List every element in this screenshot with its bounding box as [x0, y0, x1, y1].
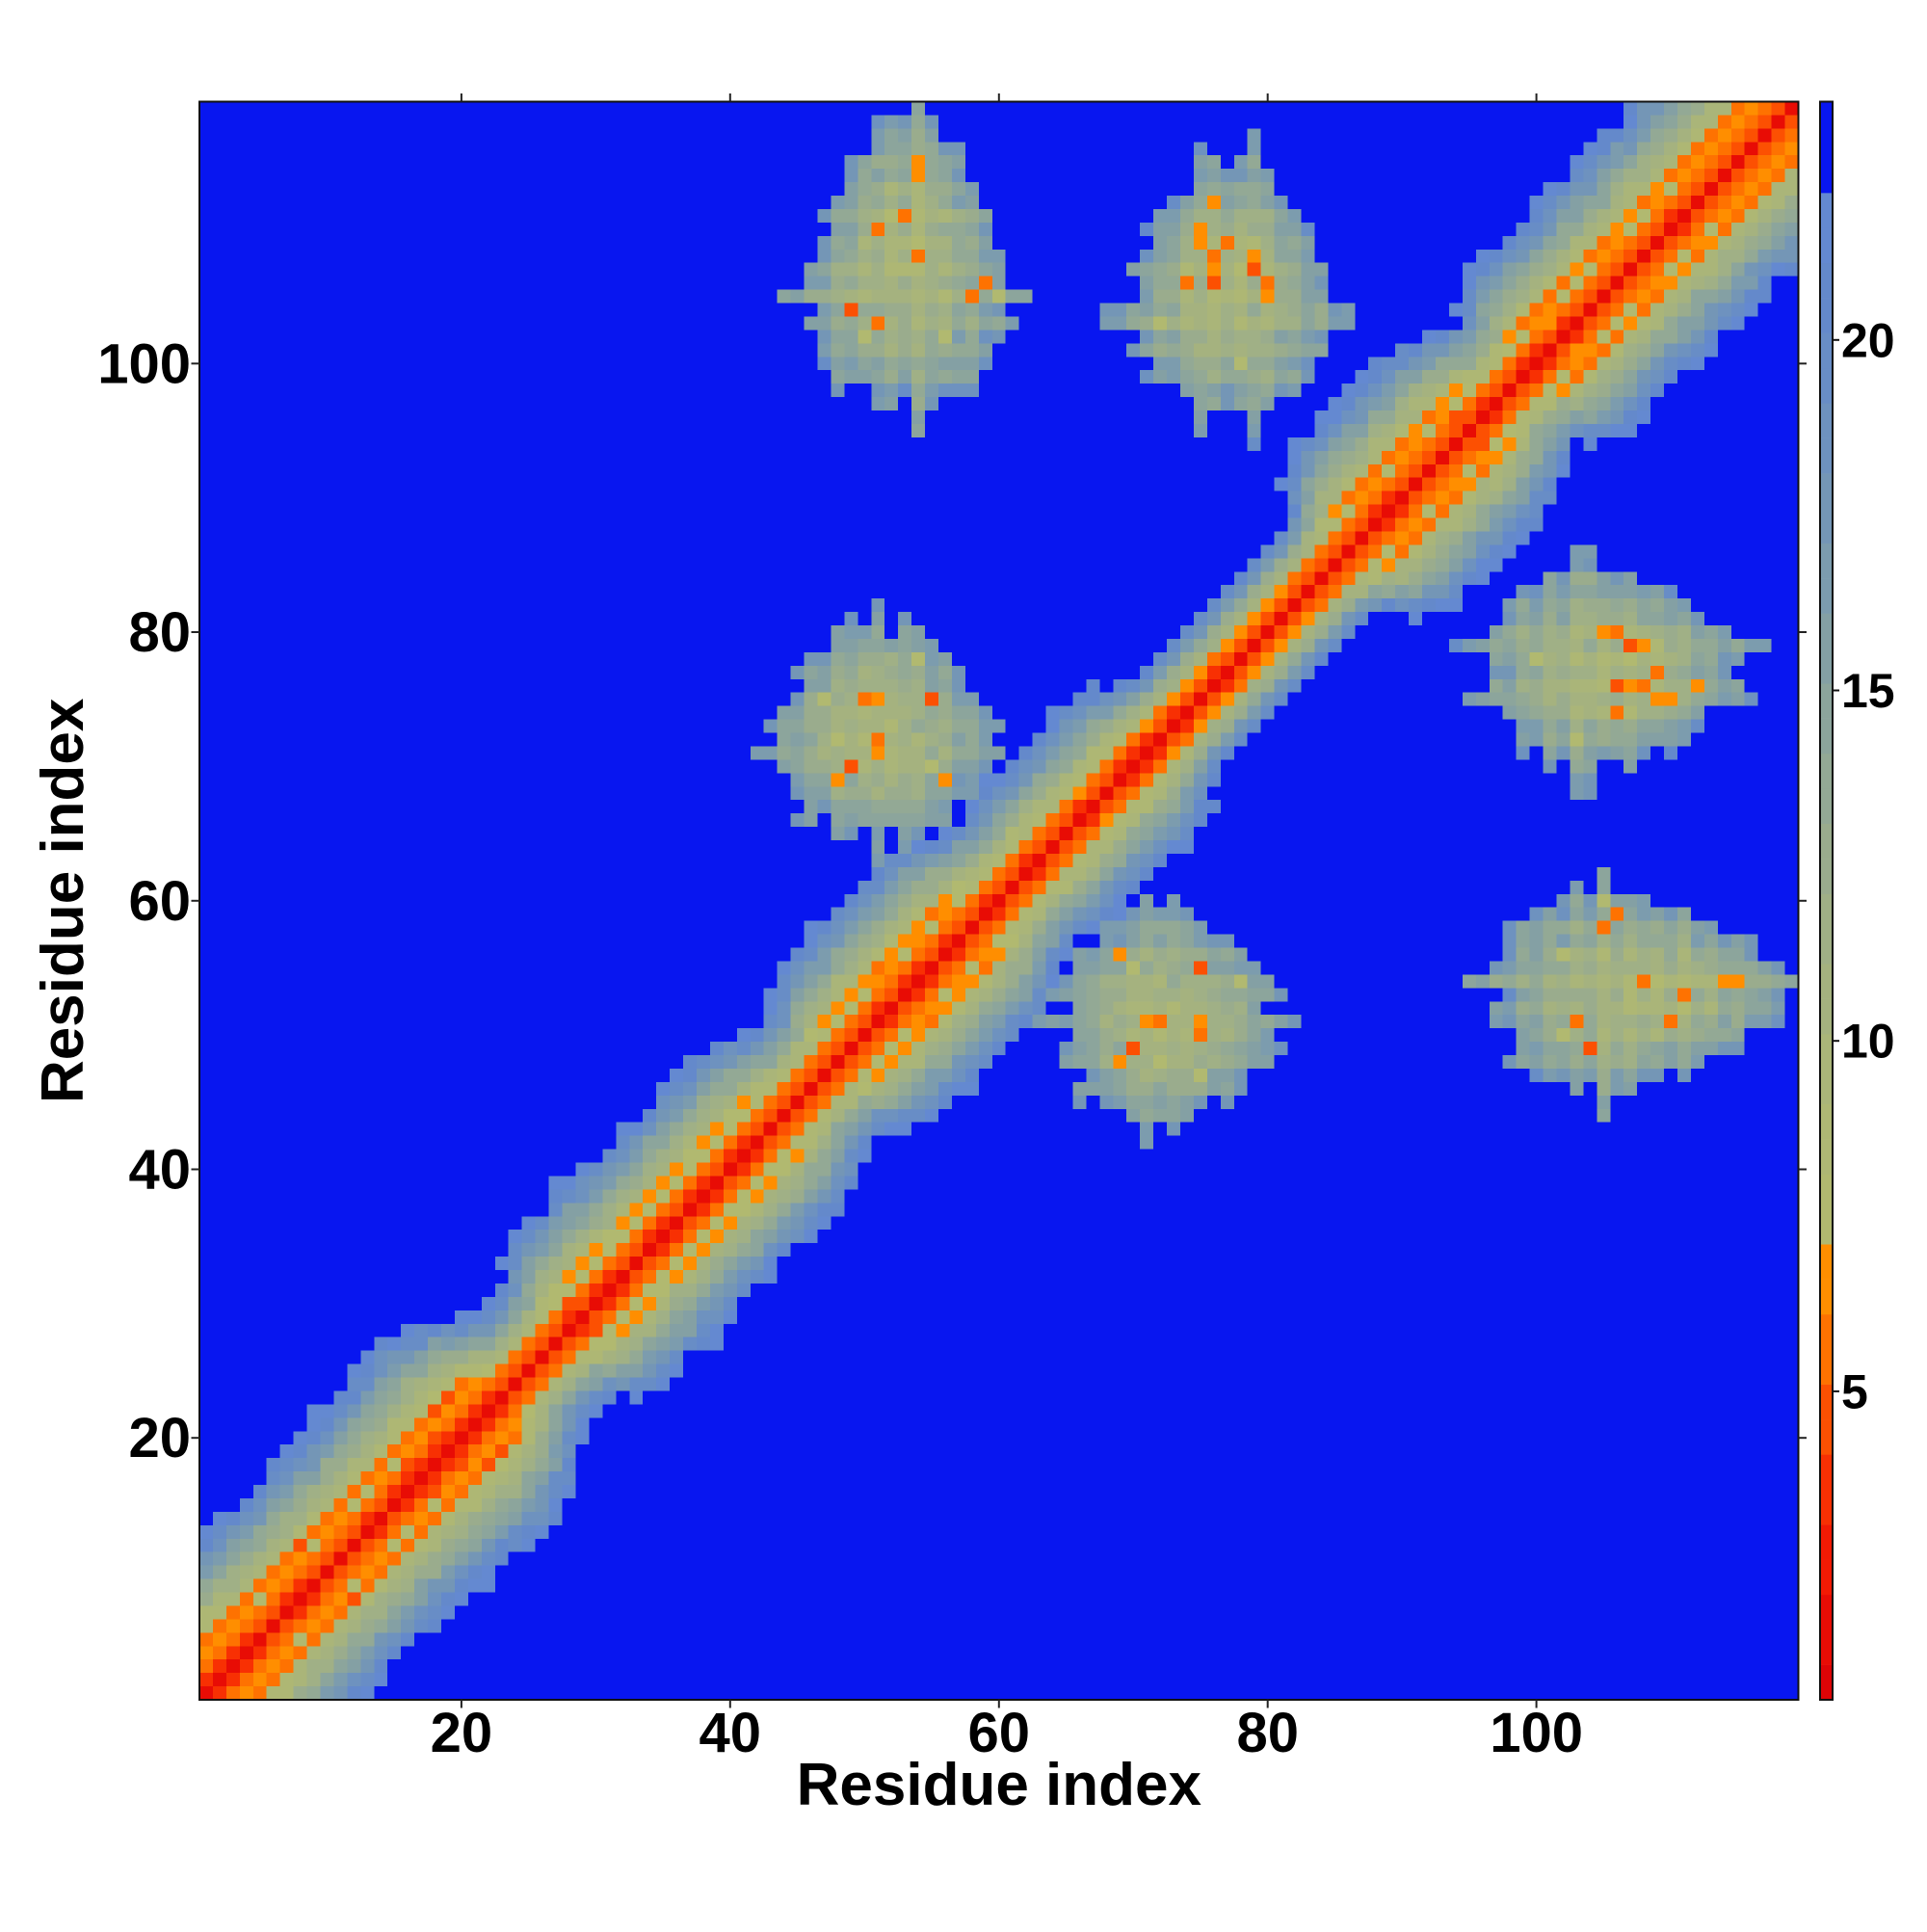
svg-text:Residue index: Residue index — [30, 698, 96, 1103]
svg-text:60: 60 — [968, 1702, 1031, 1764]
svg-text:40: 40 — [128, 1139, 191, 1202]
svg-text:5: 5 — [1841, 1364, 1868, 1418]
svg-text:10: 10 — [1841, 1015, 1895, 1069]
svg-text:100: 100 — [1490, 1702, 1583, 1764]
svg-text:100: 100 — [97, 332, 191, 395]
svg-text:60: 60 — [128, 870, 191, 933]
svg-text:20: 20 — [128, 1407, 191, 1469]
svg-text:15: 15 — [1841, 664, 1895, 718]
svg-text:40: 40 — [700, 1702, 762, 1764]
svg-text:80: 80 — [128, 601, 191, 664]
svg-text:80: 80 — [1236, 1702, 1299, 1764]
svg-text:20: 20 — [1841, 313, 1895, 367]
svg-text:20: 20 — [431, 1702, 493, 1764]
svg-text:Residue index: Residue index — [797, 1752, 1202, 1818]
